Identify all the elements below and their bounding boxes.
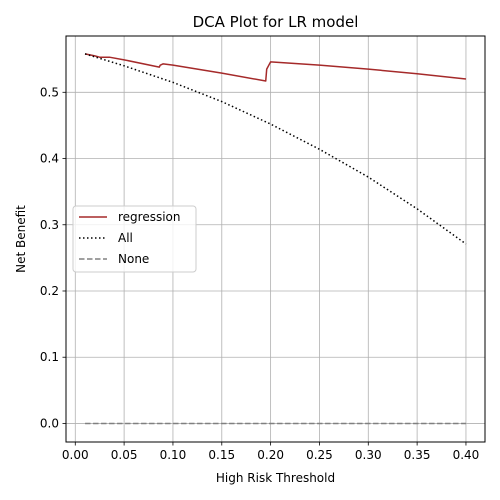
legend-box: [72, 205, 197, 273]
chart-title: DCA Plot for LR model: [193, 13, 359, 31]
x-tick-label: 0.05: [111, 448, 138, 462]
x-tick-label: 0.20: [257, 448, 284, 462]
x-tick-label: 0.25: [306, 448, 333, 462]
legend-label-regression: regression: [118, 210, 181, 224]
series-line-regression: [84, 53, 467, 82]
series-line-all: [84, 53, 467, 245]
plot-frame: [65, 35, 486, 443]
legend: regression All None: [72, 205, 197, 273]
x-tick-label: 0.10: [160, 448, 187, 462]
legend-label-all: All: [118, 231, 133, 245]
x-tick-label: 0.00: [62, 448, 89, 462]
legend-label-none: None: [118, 252, 149, 266]
y-tick-label: 0.4: [40, 152, 59, 166]
x-tick-label: 0.35: [404, 448, 431, 462]
x-tick-label: 0.15: [208, 448, 235, 462]
x-axis-label: High Risk Threshold: [216, 471, 335, 485]
y-tick-label: 0.2: [40, 284, 59, 298]
x-tick-label: 0.30: [355, 448, 382, 462]
y-tick-label: 0.0: [40, 416, 59, 430]
axis-ticks: 0.00 0.05 0.10 0.15 0.20 0.25 0.30 0.35 0.40 0.0 0…: [40, 85, 479, 462]
plot-lines: [84, 53, 467, 425]
y-tick-label: 0.1: [40, 350, 59, 364]
x-tick-label: 0.40: [453, 448, 480, 462]
y-tick-label: 0.5: [40, 85, 59, 99]
y-tick-label: 0.3: [40, 218, 59, 232]
y-axis-label: Net Benefit: [14, 205, 28, 273]
